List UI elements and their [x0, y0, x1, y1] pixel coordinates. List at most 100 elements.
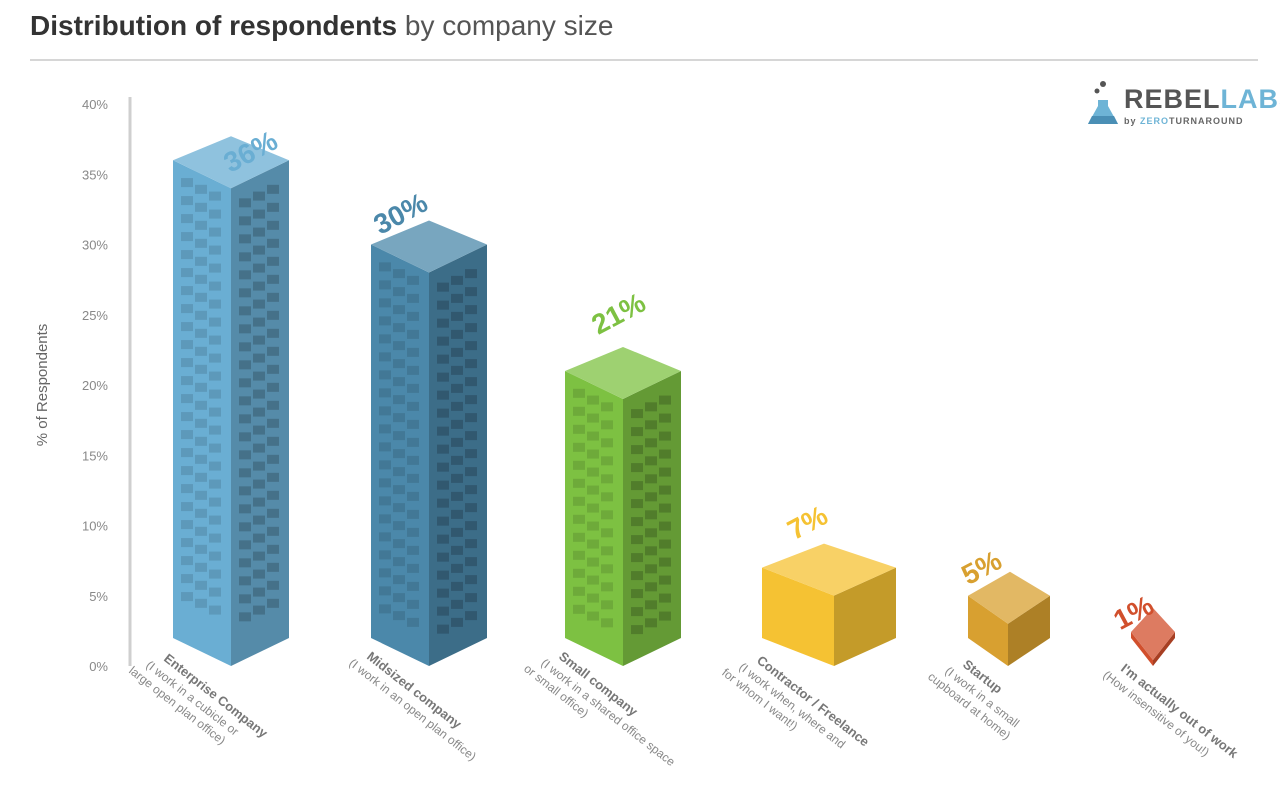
window	[267, 400, 279, 410]
window	[267, 526, 279, 536]
window	[451, 347, 463, 357]
window	[645, 510, 657, 520]
window	[181, 376, 193, 386]
window	[253, 245, 265, 255]
bar-top-face	[173, 136, 289, 189]
window	[573, 388, 585, 398]
window	[631, 625, 643, 635]
window	[195, 238, 207, 248]
window	[451, 437, 463, 447]
window	[209, 245, 221, 255]
window	[465, 503, 477, 513]
value-label-small: 21%	[587, 287, 651, 341]
window	[437, 552, 449, 562]
window	[465, 449, 477, 459]
window	[181, 322, 193, 332]
window	[239, 396, 251, 406]
window	[239, 234, 251, 244]
window	[209, 281, 221, 291]
window	[587, 395, 599, 405]
window	[253, 533, 265, 543]
window	[601, 492, 613, 502]
window	[181, 304, 193, 314]
window	[451, 527, 463, 537]
window	[267, 598, 279, 608]
window	[601, 582, 613, 592]
window	[209, 551, 221, 561]
window	[253, 209, 265, 219]
window	[195, 418, 207, 428]
window	[393, 539, 405, 549]
window	[181, 592, 193, 602]
window	[407, 545, 419, 555]
title-divider	[30, 59, 1258, 61]
window	[209, 227, 221, 237]
window	[659, 413, 671, 423]
y-axis-label: % of Respondents	[34, 324, 51, 447]
window	[181, 520, 193, 530]
window	[393, 557, 405, 567]
window	[659, 557, 671, 567]
window	[239, 558, 251, 568]
window	[181, 430, 193, 440]
window	[601, 546, 613, 556]
y-tick-label: 40%	[82, 97, 108, 112]
y-tick-label: 25%	[82, 308, 108, 323]
window	[195, 346, 207, 356]
window	[631, 463, 643, 473]
window	[631, 481, 643, 491]
window	[437, 408, 449, 418]
window	[379, 352, 391, 362]
window	[659, 593, 671, 603]
window	[267, 346, 279, 356]
window	[393, 377, 405, 387]
window	[239, 342, 251, 352]
window	[587, 575, 599, 585]
window	[407, 347, 419, 357]
window	[393, 413, 405, 423]
window	[407, 311, 419, 321]
window	[239, 522, 251, 532]
window	[407, 293, 419, 303]
window	[267, 508, 279, 518]
window	[181, 538, 193, 548]
window	[379, 334, 391, 344]
window	[239, 414, 251, 424]
window	[645, 402, 657, 412]
y-tick-label: 30%	[82, 238, 108, 253]
window	[379, 406, 391, 416]
window	[465, 377, 477, 387]
window	[645, 438, 657, 448]
window	[181, 214, 193, 224]
window	[573, 604, 585, 614]
window	[253, 461, 265, 471]
window	[631, 589, 643, 599]
window	[601, 600, 613, 610]
y-tick-label: 20%	[82, 378, 108, 393]
window	[209, 605, 221, 615]
window	[451, 563, 463, 573]
y-tick-label: 0%	[89, 659, 108, 674]
chart-title-bold: Distribution of respondents	[30, 10, 398, 41]
window	[393, 395, 405, 405]
window	[437, 462, 449, 472]
window	[393, 503, 405, 513]
window	[379, 442, 391, 452]
window	[379, 460, 391, 470]
window	[601, 438, 613, 448]
window	[379, 532, 391, 542]
window	[379, 604, 391, 614]
window	[465, 287, 477, 297]
window	[451, 311, 463, 321]
window	[181, 196, 193, 206]
window	[253, 263, 265, 273]
bar-top-face	[565, 346, 681, 399]
window	[393, 593, 405, 603]
window	[195, 472, 207, 482]
window	[379, 262, 391, 272]
window	[465, 323, 477, 333]
window	[437, 390, 449, 400]
window	[379, 496, 391, 506]
window	[451, 617, 463, 627]
window	[659, 467, 671, 477]
